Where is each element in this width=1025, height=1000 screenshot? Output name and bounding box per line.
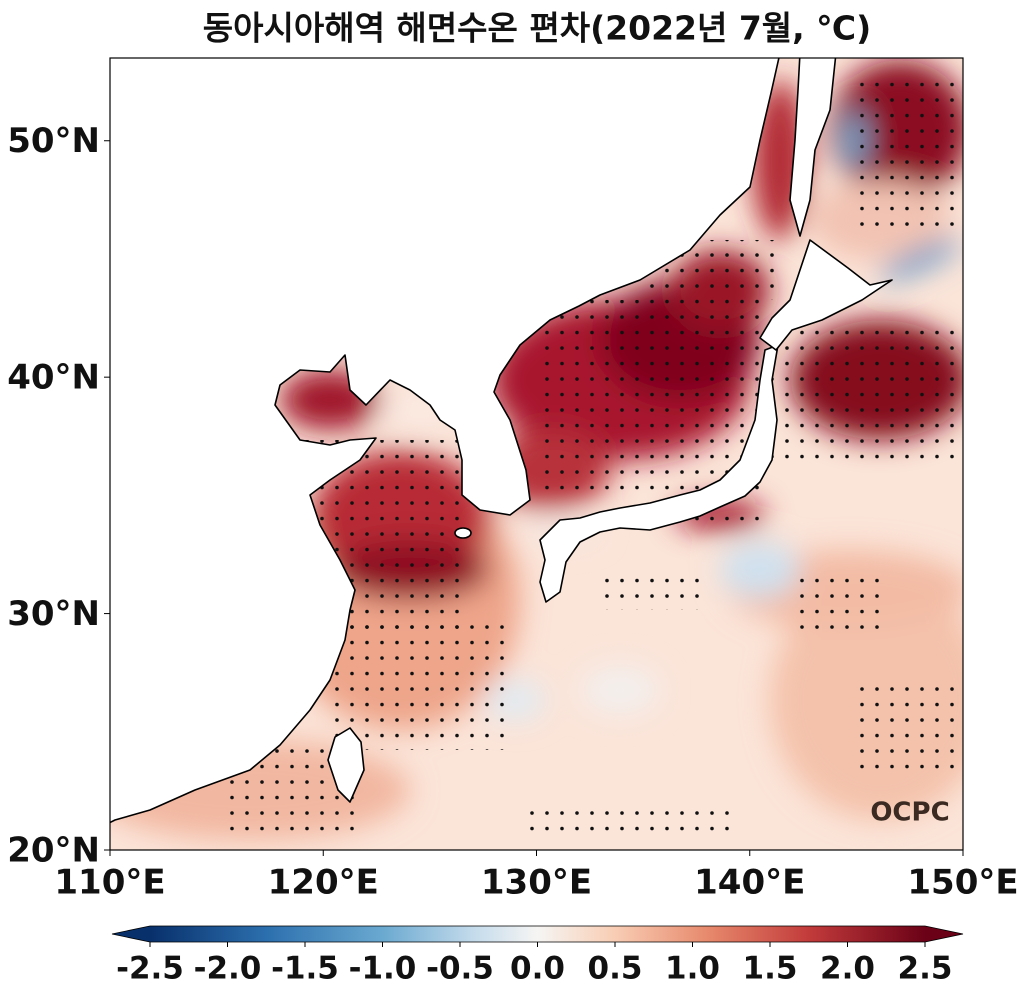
colorbar-tick-label: 0.0 (510, 951, 565, 987)
x-tick-label: 110°E (54, 863, 165, 903)
colorbar (111, 925, 964, 943)
colorbar-tick-label: 2.5 (898, 951, 953, 987)
x-tick-label: 120°E (268, 863, 379, 903)
colorbar-body (150, 926, 925, 942)
y-tick-label: 20°N (7, 831, 100, 871)
colorbar-outline (111, 925, 964, 943)
y-tick-label: 50°N (7, 121, 100, 161)
sakhalin (789, 58, 837, 237)
colorbar-tick-label: 1.5 (743, 951, 798, 987)
title: 동아시아해역 해면수온 편차(2022년 7월, ℃) (203, 9, 871, 48)
colorbar-extend-high (925, 926, 963, 942)
colorbar-tick-label: -0.5 (426, 951, 494, 987)
colorbar-tick-label: -2.5 (116, 951, 184, 987)
colorbar-tick-label: -1.0 (349, 951, 417, 987)
jeju (454, 527, 472, 539)
y-tick-label: 40°N (7, 358, 100, 398)
colorbar-tick-label: 0.5 (588, 951, 643, 987)
taiwan (327, 727, 365, 803)
colorbar-extend-low (112, 926, 150, 942)
colorbar-tick-label: 2.0 (820, 951, 875, 987)
colorbar-tick-label: -1.5 (271, 951, 339, 987)
y-tick-label: 30°N (7, 594, 100, 634)
continent (110, 58, 780, 824)
colorbar-tick-label: -2.0 (194, 951, 262, 987)
hokkaido (759, 239, 893, 351)
x-tick-label: 150°E (907, 863, 1018, 903)
colorbar-tick-label: 1.0 (665, 951, 720, 987)
watermark: OCPC (870, 798, 949, 828)
x-tick-label: 130°E (481, 863, 592, 903)
japan (539, 344, 779, 603)
map: OCPC (110, 58, 963, 850)
x-tick-label: 140°E (694, 863, 805, 903)
